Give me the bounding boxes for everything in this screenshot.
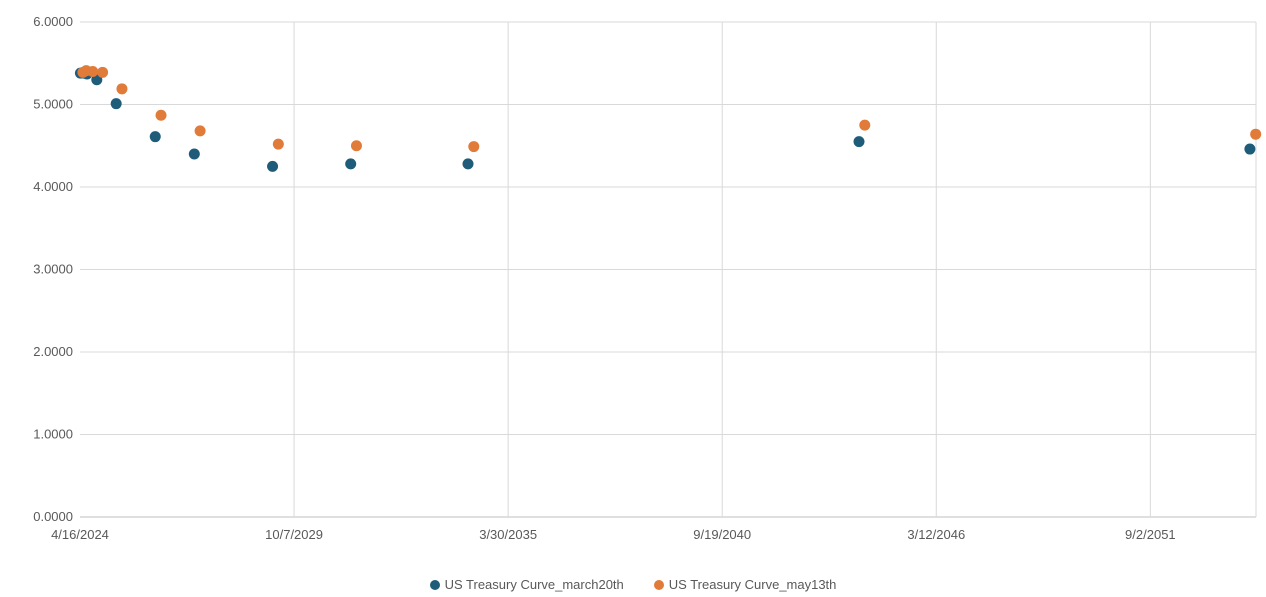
point-march20th bbox=[345, 158, 357, 170]
y-tick-label: 1.0000 bbox=[33, 427, 73, 442]
legend-marker-may13th bbox=[653, 579, 664, 590]
y-tick-label: 2.0000 bbox=[33, 344, 73, 359]
x-tick-label: 3/30/2035 bbox=[479, 527, 537, 542]
legend-label-march20th: US Treasury Curve_march20th bbox=[444, 577, 624, 592]
data-points bbox=[74, 65, 1262, 172]
point-may13th bbox=[1250, 128, 1262, 140]
legend-item-may13th: US Treasury Curve_may13th bbox=[653, 577, 837, 592]
point-may13th bbox=[87, 66, 99, 77]
y-tick-label: 0.0000 bbox=[33, 509, 73, 524]
point-march20th bbox=[149, 131, 161, 143]
point-march20th bbox=[462, 158, 474, 170]
y-tick-label: 5.0000 bbox=[33, 97, 73, 112]
y-tick-label: 3.0000 bbox=[33, 262, 73, 277]
point-may13th bbox=[468, 141, 480, 153]
y-axis-tick-labels: 0.0000 1.0000 2.0000 3.0000 4.0000 5.0000 6.00… bbox=[33, 14, 73, 524]
legend: US Treasury Curve_march20th US Treasury … bbox=[0, 577, 1266, 592]
legend-label-may13th: US Treasury Curve_may13th bbox=[668, 577, 837, 592]
x-tick-label: 9/19/2040 bbox=[693, 527, 751, 542]
point-march20th bbox=[110, 98, 122, 110]
point-may13th bbox=[272, 138, 284, 150]
x-tick-label: 10/7/2029 bbox=[265, 527, 323, 542]
point-may13th bbox=[116, 83, 128, 95]
gridlines bbox=[80, 21, 1257, 518]
point-may13th bbox=[350, 140, 362, 152]
point-may13th bbox=[194, 125, 206, 137]
point-march20th bbox=[853, 136, 865, 148]
point-march20th bbox=[1244, 143, 1256, 155]
point-may13th bbox=[97, 66, 109, 78]
y-tick-label: 4.0000 bbox=[33, 179, 73, 194]
point-may13th bbox=[859, 119, 871, 131]
point-march20th bbox=[91, 74, 103, 86]
point-march20th bbox=[267, 160, 279, 172]
x-tick-label: 4/16/2024 bbox=[51, 527, 109, 542]
x-tick-label: 9/2/2051 bbox=[1125, 527, 1176, 542]
point-may13th bbox=[155, 109, 167, 121]
legend-marker-march20th bbox=[429, 579, 440, 590]
point-march20th bbox=[188, 148, 200, 160]
legend-item-march20th: US Treasury Curve_march20th bbox=[429, 577, 624, 592]
y-tick-label: 6.0000 bbox=[33, 14, 73, 29]
x-axis-tick-labels: 4/16/2024 10/7/2029 3/30/2035 9/19/2040 3/12… bbox=[51, 527, 1176, 542]
x-tick-label: 3/12/2046 bbox=[907, 527, 965, 542]
